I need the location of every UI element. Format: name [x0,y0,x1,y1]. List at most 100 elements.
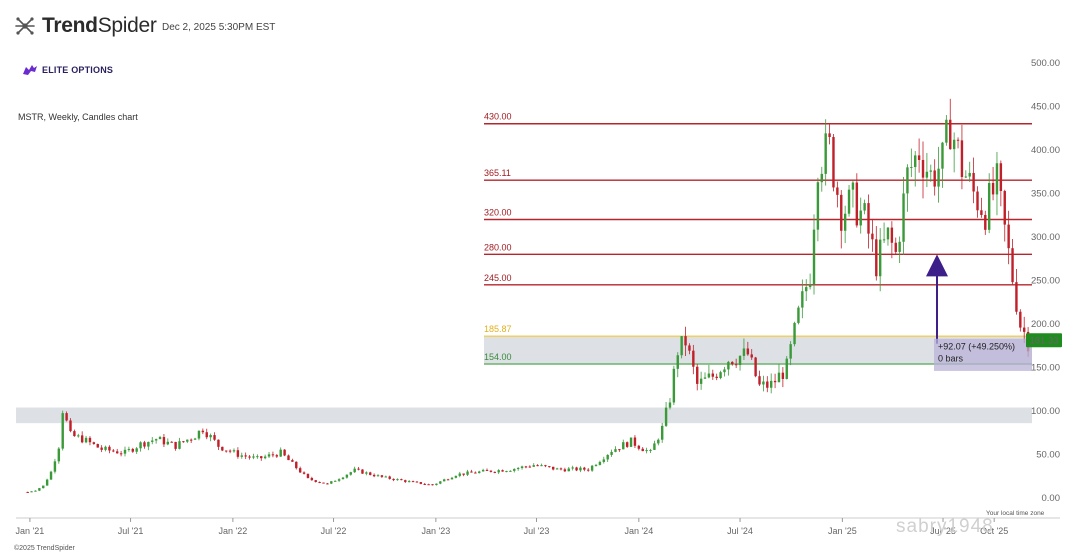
candle-215 [863,203,866,211]
candle-106 [439,481,442,484]
candle-60 [260,456,263,459]
candle-112 [462,473,465,475]
brand-light: Spider [97,14,157,37]
candle-94 [392,478,395,481]
candle-79 [333,480,337,482]
level-label-365.11: 365.11 [484,168,511,178]
candle-37 [170,441,173,443]
timezone-note: Your local time zone [986,510,1045,517]
candle-32 [151,440,154,442]
candle-191 [769,380,773,388]
candle-220 [882,239,886,241]
candle-65 [279,449,282,457]
candle-240 [960,140,964,178]
candle-239 [956,139,960,141]
candle-211 [847,189,851,214]
candle-35 [162,437,166,445]
candle-188 [758,376,761,385]
brand-bold: Trend [42,14,98,37]
candle-196 [789,344,792,359]
candle-207 [832,137,835,188]
candle-47 [209,435,212,438]
candle-40 [182,441,185,443]
candle-228 [914,155,917,168]
candle-66 [283,449,286,456]
candle-193 [777,372,781,383]
candle-175 [707,373,711,378]
y-tick-label: 300.00 [1031,232,1060,243]
candle-140 [571,467,574,469]
candle-162 [657,439,660,444]
candle-63 [271,454,275,456]
candle-108 [446,479,450,481]
candle-4 [42,485,45,489]
zone-1 [16,407,1032,424]
candle-179 [723,369,726,373]
candle-125 [513,468,516,471]
candle-150 [610,451,613,455]
candle-250 [999,163,1003,192]
candle-88 [369,472,372,475]
candle-99 [411,481,415,483]
candle-91 [380,475,384,477]
candle-18 [96,443,99,448]
candle-217 [871,233,874,240]
candle-200 [805,287,808,292]
candle-107 [442,479,446,482]
candle-51 [225,450,228,452]
candle-109 [450,477,454,480]
candle-61 [263,456,267,459]
candle-223 [894,242,897,252]
candle-58 [252,456,255,458]
measure-text-change: +92.07 (+49.250%) [938,342,1015,352]
candle-83 [349,472,352,475]
candle-122 [501,470,504,472]
x-tick-label: Jan '22 [219,526,248,536]
candle-77 [326,483,329,485]
candle-24 [119,453,123,455]
candle-31 [147,441,150,447]
x-tick-label: Jul '25 [930,526,956,536]
y-tick-label: 200.00 [1031,319,1060,330]
candle-39 [178,441,181,449]
candle-154 [625,442,629,447]
candle-6 [49,471,53,480]
candle-160 [649,449,652,451]
candle-75 [318,481,321,483]
candle-232 [929,170,932,172]
chart-timestamp: Dec 2, 2025 5:30PM EST [162,22,276,33]
measure-layer[interactable]: +92.07 (+49.250%) 0 bars [926,254,1032,371]
candle-129 [528,466,532,468]
candle-201 [808,284,812,288]
candle-206 [828,133,831,138]
x-tick-label: Jul '23 [524,526,550,536]
candle-128 [524,466,528,468]
candle-141 [575,467,578,471]
level-label-245.00: 245.00 [484,273,512,283]
candle-151 [614,449,617,452]
candle-153 [622,442,625,450]
candle-229 [917,155,921,160]
candle-131 [536,465,539,467]
candle-72 [306,473,310,479]
y-tick-label: 50.00 [1036,450,1060,461]
candle-147 [598,461,602,465]
candle-69 [295,461,298,469]
candle-145 [590,465,594,471]
candle-161 [653,443,656,450]
y-tick-label: 150.00 [1031,362,1060,373]
measure-box [934,338,1032,371]
candle-163 [660,425,664,440]
candle-34 [158,437,162,440]
candle-44 [197,430,201,439]
candle-209 [840,194,843,231]
candle-134 [548,466,551,468]
candle-173 [699,378,703,384]
candle-113 [466,471,469,475]
candle-45 [201,430,205,433]
candle-212 [851,182,855,190]
x-axis: Jan '21 Jul '21 Jan '22 Jul '22 Jan '23 Jul '… [16,517,1060,536]
candle-98 [407,481,411,483]
candle-46 [205,432,208,438]
